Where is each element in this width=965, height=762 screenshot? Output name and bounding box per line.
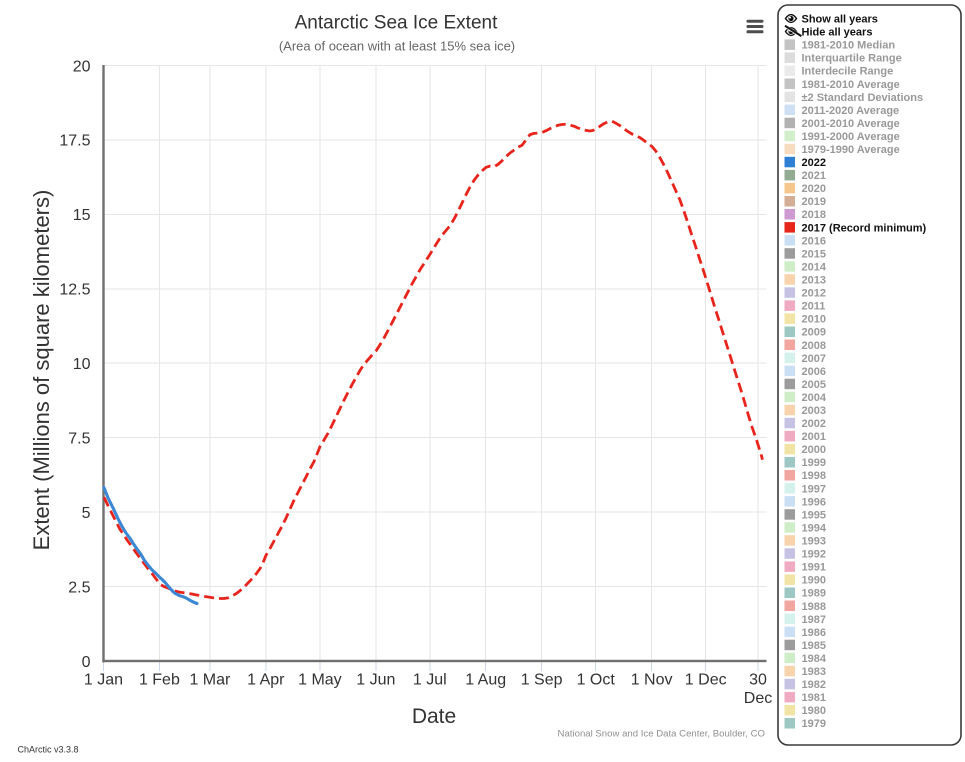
svg-text:2013: 2013 xyxy=(802,275,826,287)
svg-text:2014: 2014 xyxy=(802,262,827,274)
svg-text:Show all years: Show all years xyxy=(802,14,878,26)
svg-text:1981-2010 Median: 1981-2010 Median xyxy=(802,40,896,52)
svg-text:Interquartile Range: Interquartile Range xyxy=(802,53,902,65)
svg-text:ChArctic v3.3.8: ChArctic v3.3.8 xyxy=(18,745,79,755)
svg-text:(Area of ocean with at least 1: (Area of ocean with at least 15% sea ice… xyxy=(279,39,515,54)
svg-text:1982: 1982 xyxy=(802,679,826,691)
svg-text:Dec: Dec xyxy=(744,690,772,707)
svg-text:1 Nov: 1 Nov xyxy=(631,672,673,689)
svg-text:1 Mar: 1 Mar xyxy=(189,672,231,689)
svg-text:2006: 2006 xyxy=(802,366,826,378)
svg-text:1992: 1992 xyxy=(802,549,826,561)
svg-text:1 Dec: 1 Dec xyxy=(685,672,727,689)
svg-text:2007: 2007 xyxy=(802,353,826,365)
svg-text:1985: 1985 xyxy=(802,640,826,652)
svg-text:1991: 1991 xyxy=(802,562,826,574)
svg-text:1979: 1979 xyxy=(802,718,826,730)
svg-text:1 Aug: 1 Aug xyxy=(465,672,506,689)
svg-text:1983: 1983 xyxy=(802,666,826,678)
svg-text:10: 10 xyxy=(73,356,91,373)
svg-text:2021: 2021 xyxy=(802,170,826,182)
svg-text:0: 0 xyxy=(82,654,91,671)
svg-text:1984: 1984 xyxy=(802,653,827,665)
svg-text:1994: 1994 xyxy=(802,523,827,535)
svg-text:7.5: 7.5 xyxy=(68,431,90,448)
svg-text:1990: 1990 xyxy=(802,575,826,587)
svg-text:1987: 1987 xyxy=(802,614,826,626)
svg-text:2010: 2010 xyxy=(802,314,826,326)
svg-text:1 Oct: 1 Oct xyxy=(577,672,616,689)
svg-text:1 Sep: 1 Sep xyxy=(521,672,563,689)
svg-text:2001: 2001 xyxy=(802,431,826,443)
svg-text:1 Feb: 1 Feb xyxy=(139,672,180,689)
svg-text:1 Jan: 1 Jan xyxy=(84,672,123,689)
svg-text:2.5: 2.5 xyxy=(68,579,90,596)
svg-text:2018: 2018 xyxy=(802,209,826,221)
svg-text:1 Apr: 1 Apr xyxy=(247,672,285,689)
svg-text:Hide all years: Hide all years xyxy=(802,27,873,39)
svg-text:1996: 1996 xyxy=(802,496,826,508)
svg-text:17.5: 17.5 xyxy=(59,133,90,150)
svg-text:1993: 1993 xyxy=(802,536,826,548)
svg-text:5: 5 xyxy=(82,505,91,522)
svg-text:2017 (Record minimum): 2017 (Record minimum) xyxy=(802,222,927,234)
svg-text:1995: 1995 xyxy=(802,509,826,521)
svg-text:2022: 2022 xyxy=(802,157,826,169)
svg-text:1986: 1986 xyxy=(802,627,826,639)
svg-text:1979-1990 Average: 1979-1990 Average xyxy=(802,144,900,156)
svg-text:2002: 2002 xyxy=(802,418,826,430)
svg-text:1997: 1997 xyxy=(802,483,826,495)
svg-text:2009: 2009 xyxy=(802,327,826,339)
svg-text:1 Jul: 1 Jul xyxy=(413,672,447,689)
svg-text:2000: 2000 xyxy=(802,444,826,456)
svg-text:1981: 1981 xyxy=(802,692,826,704)
svg-text:1991-2000 Average: 1991-2000 Average xyxy=(802,131,900,143)
svg-text:30: 30 xyxy=(749,672,767,689)
svg-text:2003: 2003 xyxy=(802,405,826,417)
svg-text:1999: 1999 xyxy=(802,457,826,469)
svg-text:2008: 2008 xyxy=(802,340,826,352)
svg-text:1 May: 1 May xyxy=(298,672,342,689)
svg-text:2011-2020 Average: 2011-2020 Average xyxy=(802,105,900,117)
svg-text:Interdecile Range: Interdecile Range xyxy=(802,66,894,78)
svg-text:2001-2010 Average: 2001-2010 Average xyxy=(802,118,900,130)
svg-text:2011: 2011 xyxy=(802,301,826,313)
svg-text:±2 Standard Deviations: ±2 Standard Deviations xyxy=(802,92,924,104)
svg-text:National Snow and Ice Data Cen: National Snow and Ice Data Center, Bould… xyxy=(558,729,765,740)
svg-text:15: 15 xyxy=(73,207,91,224)
svg-text:1989: 1989 xyxy=(802,588,826,600)
svg-text:2015: 2015 xyxy=(802,248,826,260)
svg-text:Antarctic Sea Ice Extent: Antarctic Sea Ice Extent xyxy=(295,13,498,34)
svg-text:2019: 2019 xyxy=(802,196,826,208)
svg-text:1998: 1998 xyxy=(802,470,826,482)
svg-text:1980: 1980 xyxy=(802,705,826,717)
svg-text:2005: 2005 xyxy=(802,379,826,391)
svg-text:Date: Date xyxy=(412,705,456,728)
svg-text:12.5: 12.5 xyxy=(59,282,90,299)
svg-text:1 Jun: 1 Jun xyxy=(356,672,395,689)
svg-text:1981-2010 Average: 1981-2010 Average xyxy=(802,79,900,91)
svg-text:2020: 2020 xyxy=(802,183,826,195)
svg-text:Extent (Millions of square kil: Extent (Millions of square kilometers) xyxy=(29,190,54,551)
svg-text:20: 20 xyxy=(73,58,91,75)
svg-text:2012: 2012 xyxy=(802,288,826,300)
svg-text:2004: 2004 xyxy=(802,392,827,404)
svg-text:1988: 1988 xyxy=(802,601,826,613)
svg-text:2016: 2016 xyxy=(802,235,826,247)
